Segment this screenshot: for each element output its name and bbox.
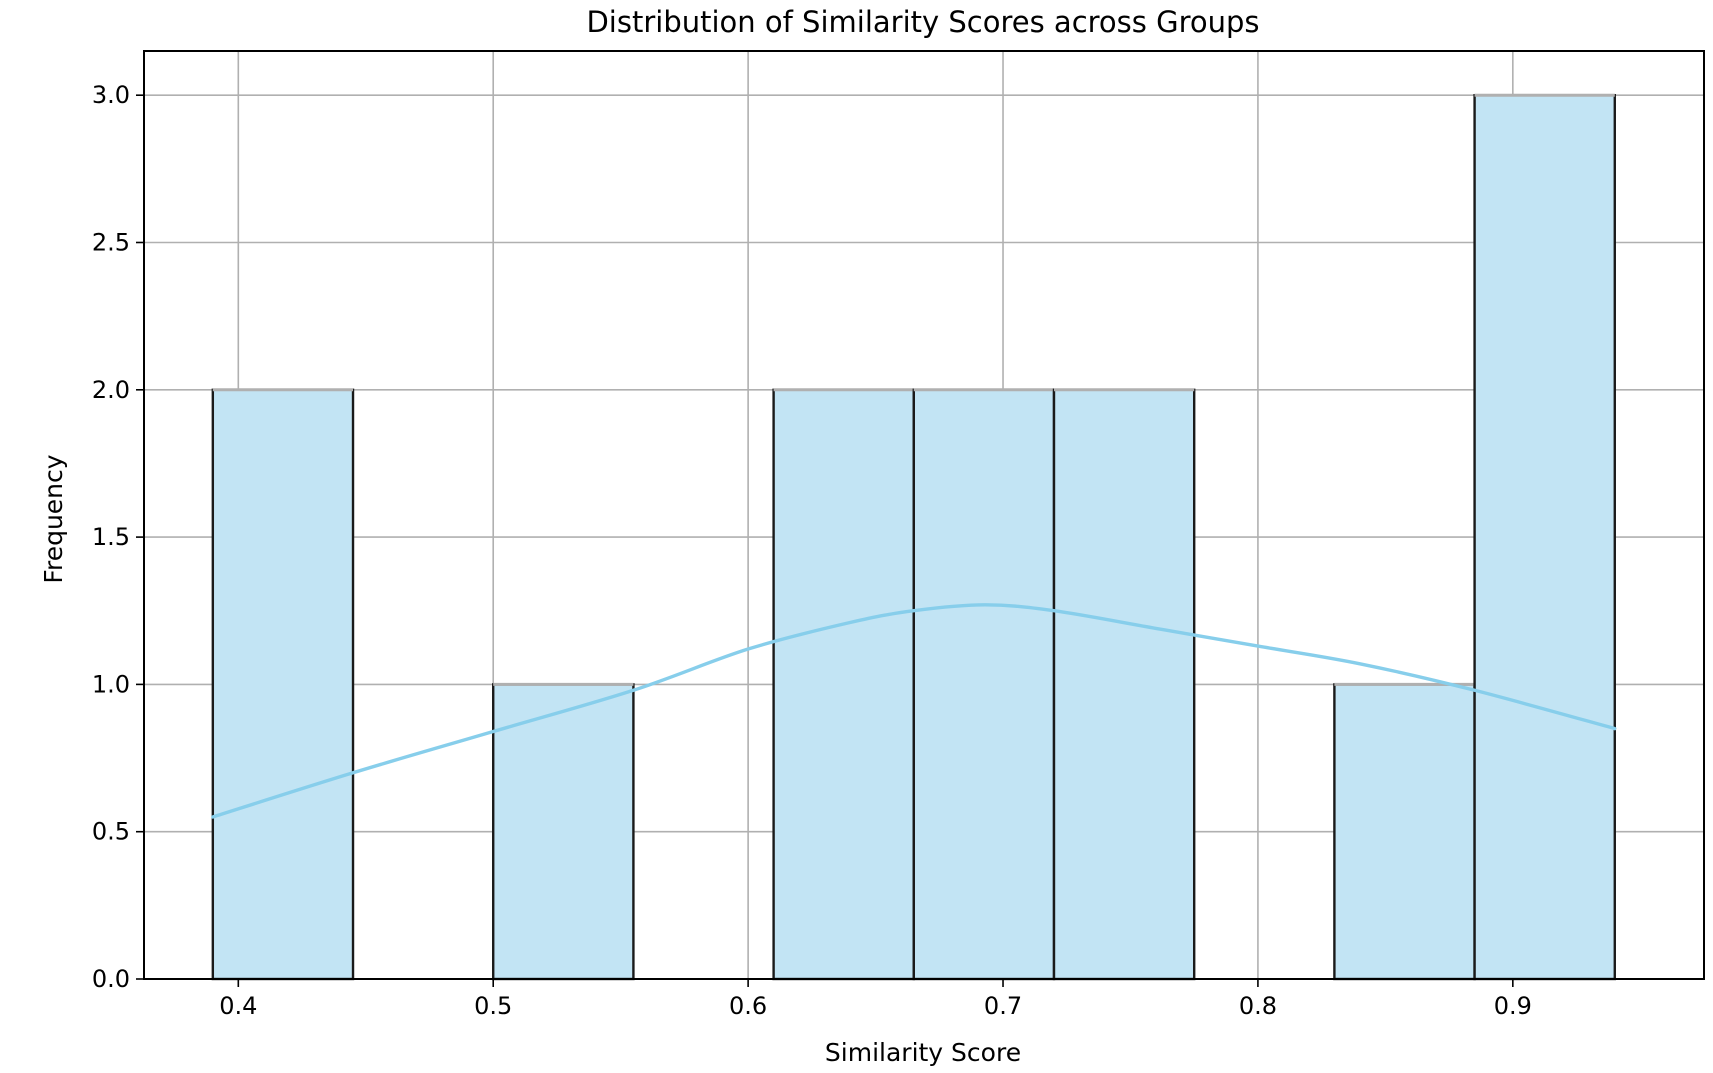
y-tick-label-4: 2.0 (92, 376, 130, 404)
chart-title: Distribution of Similarity Scores across… (586, 5, 1259, 39)
y-axis-ticks: 0.0 0.5 1.0 1.5 2.0 2.5 3.0 (92, 81, 144, 993)
x-axis-label: Similarity Score (825, 1038, 1021, 1067)
y-tick-label-2: 1.0 (92, 670, 130, 698)
y-tick-label-5: 2.5 (92, 228, 130, 256)
x-axis-ticks: 0.4 0.5 0.6 0.7 0.8 0.9 (219, 979, 1532, 1020)
histogram-bar-5 (912, 388, 1056, 981)
kde-curve-group (211, 603, 1617, 819)
histogram-bars (211, 93, 1616, 981)
x-tick-label-2: 0.6 (729, 992, 767, 1020)
y-tick-label-1: 0.5 (92, 818, 130, 846)
histogram-bar-9 (1473, 93, 1616, 981)
x-tick-label-5: 0.9 (1494, 992, 1532, 1020)
plot-frame (143, 50, 1705, 980)
histogram-bar-8 (1333, 683, 1476, 981)
x-tick-label-1: 0.5 (474, 992, 512, 1020)
y-tick-label-0: 0.0 (92, 965, 130, 993)
histogram-bar-2 (492, 683, 635, 981)
y-tick-label-6: 3.0 (92, 81, 130, 109)
histogram-bar-0 (211, 388, 355, 981)
histogram-bar-4 (772, 388, 916, 981)
x-tick-label-3: 0.7 (984, 992, 1022, 1020)
y-tick-label-3: 1.5 (92, 523, 130, 551)
kde-curve (211, 603, 1617, 819)
x-tick-label-4: 0.8 (1239, 992, 1277, 1020)
histogram-bar-6 (1052, 388, 1196, 981)
y-axis-label: Frequency (39, 454, 68, 583)
x-tick-label-0: 0.4 (219, 992, 257, 1020)
